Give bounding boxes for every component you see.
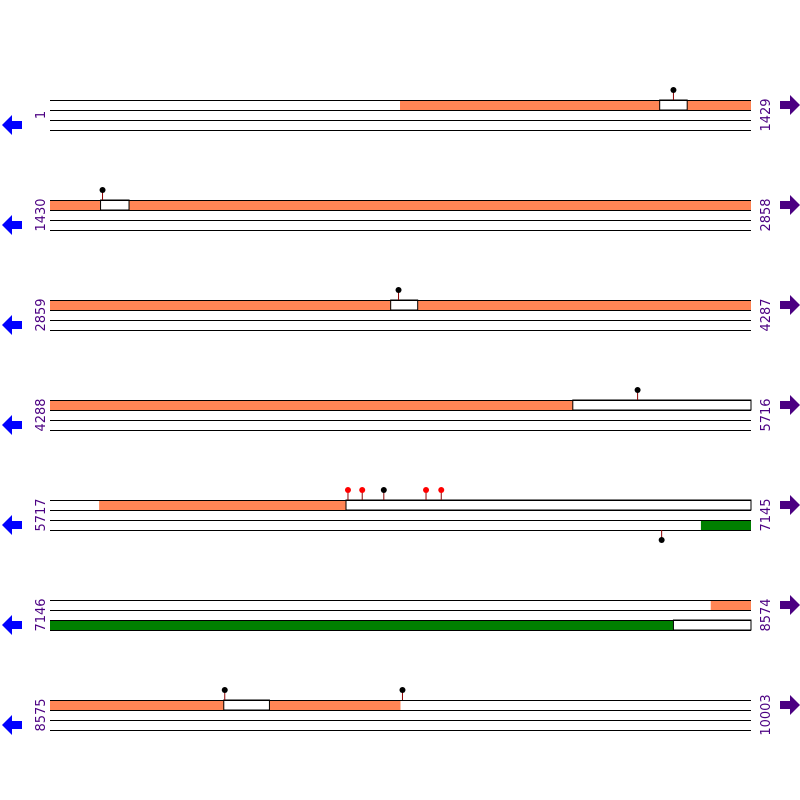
forward-gap-box <box>100 199 130 211</box>
marker-dot <box>395 287 402 293</box>
reverse-feature-bar <box>700 520 751 530</box>
right-arrow-icon <box>780 395 800 415</box>
forward-gap-box <box>572 399 752 411</box>
right-arrow-icon <box>780 95 800 115</box>
marker-dot <box>359 487 366 493</box>
left-arrow-icon <box>2 415 22 435</box>
sequence-row: 1 1429 <box>2 87 800 135</box>
marker-dot <box>670 87 677 93</box>
right-arrow-icon <box>780 695 800 715</box>
row-end-label: 2858 <box>759 198 774 231</box>
marker-dot <box>221 687 228 693</box>
row-start-label: 8575 <box>34 698 49 731</box>
row-start-label: 2859 <box>34 298 49 331</box>
left-arrow-icon <box>2 715 22 735</box>
right-arrow-icon <box>780 295 800 315</box>
sequence-row: 8575 10003 <box>2 687 800 736</box>
sequence-row: 2859 4287 <box>2 287 800 335</box>
sequence-row: 7146 8574 <box>2 595 800 635</box>
sequence-row: 1430 2858 <box>2 187 800 235</box>
marker-dot <box>99 187 106 193</box>
left-arrow-icon <box>2 515 22 535</box>
forward-feature-bar <box>417 300 751 310</box>
marker-dot <box>438 487 445 493</box>
row-start-label: 1430 <box>34 198 49 231</box>
row-start-label: 1 <box>34 111 49 119</box>
row-start-label: 7146 <box>34 598 49 631</box>
forward-feature-bar <box>99 500 347 510</box>
right-arrow-icon <box>780 595 800 615</box>
left-arrow-icon <box>2 615 22 635</box>
forward-gap-box <box>345 499 752 511</box>
left-arrow-icon <box>2 315 22 335</box>
row-end-label: 4287 <box>759 298 774 331</box>
forward-feature-bar <box>50 200 101 210</box>
forward-gap-box <box>659 99 688 111</box>
marker-dot <box>380 487 387 493</box>
row-start-label: 4288 <box>34 398 49 431</box>
reverse-feature-bar <box>50 620 674 630</box>
right-arrow-icon <box>780 195 800 215</box>
marker-dot <box>423 487 430 493</box>
forward-feature-bar <box>400 100 660 110</box>
forward-feature-bar <box>710 600 751 610</box>
left-arrow-icon <box>2 115 22 135</box>
forward-feature-bar <box>269 700 401 710</box>
marker-dot <box>399 687 406 693</box>
row-end-label: 10003 <box>759 694 774 735</box>
marker-dot <box>344 487 351 493</box>
forward-feature-bar <box>687 100 751 110</box>
left-arrow-icon <box>2 215 22 235</box>
forward-feature-bar <box>129 200 752 210</box>
reverse-gap-box <box>672 619 752 631</box>
row-start-label: 5717 <box>34 498 49 531</box>
row-end-label: 7145 <box>759 498 774 531</box>
marker-dot <box>634 387 641 393</box>
right-arrow-icon <box>780 495 800 515</box>
sequence-row: 4288 5716 <box>2 387 800 435</box>
sequence-rows: 1 1429 1430 2858 2859 4287 4288 5716 5717 7145 714… <box>2 87 800 736</box>
forward-feature-bar <box>50 300 391 310</box>
forward-gap-box <box>223 699 270 711</box>
sequence-row: 5717 7145 <box>2 487 800 543</box>
row-end-label: 8574 <box>759 598 774 631</box>
row-end-label: 5716 <box>759 398 774 431</box>
forward-feature-bar <box>50 700 224 710</box>
row-end-label: 1429 <box>759 98 774 131</box>
forward-feature-bar <box>50 400 573 410</box>
forward-gap-box <box>390 299 419 311</box>
marker-dot <box>658 537 665 543</box>
